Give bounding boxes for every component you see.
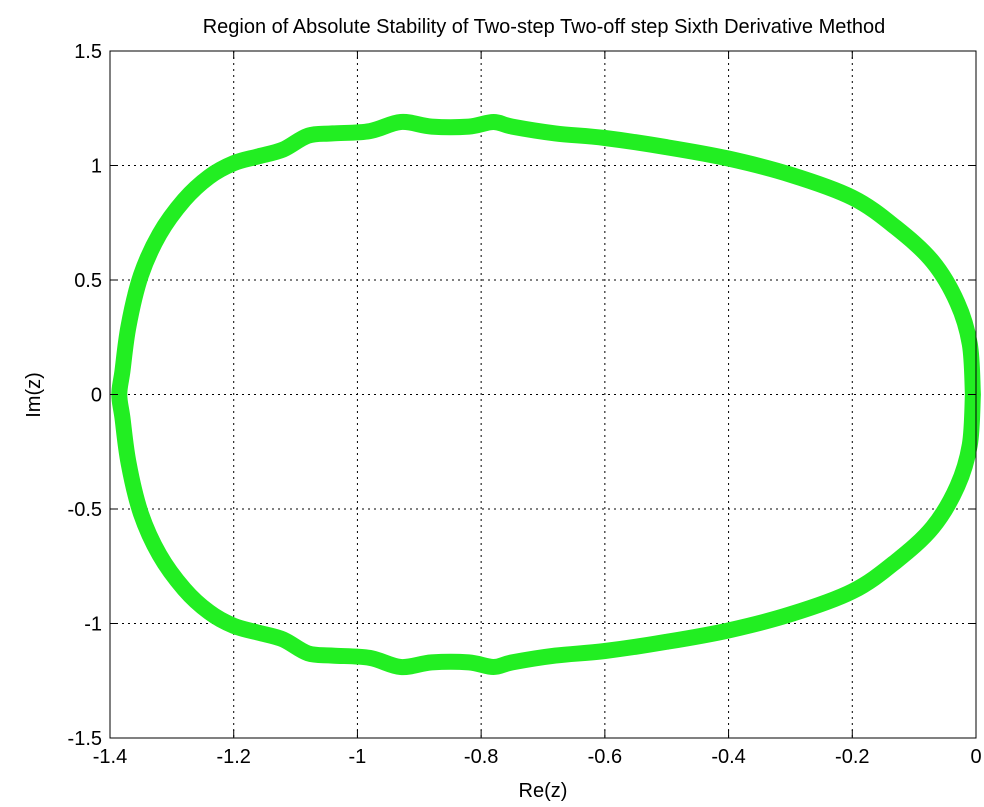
x-tick-label: -0.6 (588, 746, 622, 768)
y-tick-label: 1.5 (74, 41, 102, 63)
y-tick-label: -1.5 (68, 728, 102, 750)
y-tick-labels: -1.5 -1 -0.5 0 0.5 1 1.5 (68, 41, 102, 750)
stability-boundary-line (111, 113, 981, 676)
y-tick-label: 0 (91, 385, 102, 407)
x-tick-label: -1 (349, 746, 367, 768)
y-tick-label: 1 (91, 156, 102, 178)
stability-curve (111, 113, 981, 676)
x-tick-label: -1.4 (93, 746, 127, 768)
axis-ticks (109, 50, 977, 739)
y-tick-label: 0.5 (74, 270, 102, 292)
x-tick-label: -0.2 (835, 746, 869, 768)
x-axis-label: Re(z) (519, 780, 568, 802)
chart-title: Region of Absolute Stability of Two-step… (203, 16, 886, 38)
x-tick-label: 0 (970, 746, 981, 768)
x-tick-label: -1.2 (216, 746, 250, 768)
y-axis-label: Im(z) (23, 372, 45, 418)
x-tick-labels: -1.4 -1.2 -1 -0.8 -0.6 -0.4 -0.2 0 (93, 746, 982, 768)
x-tick-label: -0.4 (711, 746, 745, 768)
x-tick-label: -0.8 (464, 746, 498, 768)
y-tick-label: -1 (84, 614, 102, 636)
y-tick-label: -0.5 (68, 499, 102, 521)
